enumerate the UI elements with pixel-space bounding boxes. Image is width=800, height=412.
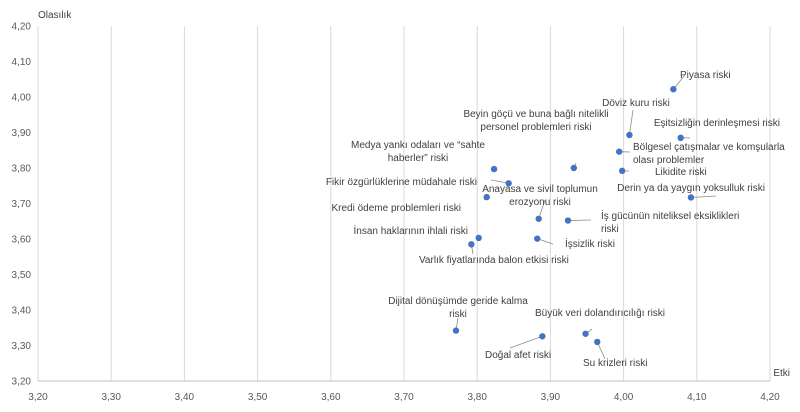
- data-label: Dijital dönüşümde geride kalma riski: [388, 296, 528, 320]
- y-tick-label: 3,50: [12, 270, 32, 281]
- data-point: [468, 241, 475, 248]
- y-tick-label: 4,00: [12, 93, 32, 104]
- data-label: Medya yankı odaları ve “sahte haberler” r…: [351, 140, 485, 164]
- x-axis-title: Etki: [773, 368, 790, 379]
- data-label: Eşitsizliğin derinleşmesi riski: [654, 118, 780, 129]
- data-label: Varlık fiyatlarında balon etkisi riski: [419, 255, 569, 266]
- data-label: İş gücünün niteliksel eksiklikleri riski: [601, 209, 739, 235]
- data-label: Bölgesel çatışmalar ve komşularla olası p…: [633, 142, 785, 166]
- x-tick-label: 3,50: [248, 392, 268, 403]
- data-label: Beyin göçü ve buna bağlı nitelikli person…: [463, 109, 608, 133]
- x-tick-label: 3,20: [28, 392, 48, 403]
- y-tick-label: 4,20: [12, 22, 32, 33]
- x-tick-label: 3,70: [394, 392, 414, 403]
- data-label: Fikir özgürlüklerine müdahale riski: [326, 177, 477, 188]
- leader-line: [690, 195, 717, 198]
- data-label: Döviz kuru riski: [602, 98, 670, 109]
- data-point: [618, 167, 626, 175]
- data-point: [594, 338, 601, 346]
- data-points: [452, 85, 695, 346]
- data-point: [452, 327, 460, 334]
- y-tick-label: 3,60: [12, 235, 32, 246]
- x-tick-labels: 3,20 3,30 3,40 3,50 3,60 3,70 3,80 3,90 4,00 4,10…: [28, 392, 780, 403]
- data-label: Kredi ödeme problemleri riski: [332, 203, 462, 214]
- data-point: [687, 194, 695, 201]
- x-tick-label: 4,20: [760, 392, 780, 403]
- leader-line: [538, 199, 546, 219]
- data-label: İnsan haklarının ihlali riski: [354, 224, 469, 237]
- x-tick-label: 3,80: [467, 392, 487, 403]
- data-point: [582, 330, 589, 337]
- x-tick-label: 4,10: [687, 392, 707, 403]
- leader-line: [509, 335, 543, 349]
- data-point: [539, 333, 546, 340]
- y-tick-label: 3,30: [12, 341, 32, 352]
- leader-line: [629, 109, 634, 136]
- y-axis-title: Olasılık: [38, 10, 72, 21]
- data-point: [670, 85, 677, 93]
- grid-lines: [37, 26, 771, 381]
- data-label: Büyük veri dolandırıcılığı riski: [535, 308, 665, 319]
- data-point: [483, 193, 490, 201]
- data-point: [505, 180, 512, 187]
- y-tick-label: 3,40: [12, 306, 32, 317]
- y-tick-label: 3,70: [12, 199, 32, 210]
- y-tick-label: 3,90: [12, 128, 32, 139]
- data-label: Derin ya da yaygın yoksulluk riski: [617, 183, 765, 194]
- x-tick-label: 3,60: [321, 392, 341, 403]
- data-label: İşsizlik riski: [565, 237, 615, 250]
- data-labels: Piyasa riski Döviz kuru riski Eşitsizliğin…: [326, 70, 785, 369]
- data-point: [475, 234, 482, 242]
- y-tick-label: 3,80: [12, 164, 32, 175]
- y-tick-labels: 3,20 3,30 3,40 3,50 3,60 3,70 3,80 3,90 4,00 4,10…: [12, 22, 32, 388]
- x-tick-label: 3,90: [541, 392, 561, 403]
- x-tick-label: 3,40: [175, 392, 195, 403]
- data-point: [677, 134, 684, 142]
- data-point: [626, 131, 633, 139]
- data-point: [616, 148, 623, 155]
- data-point: [570, 164, 578, 172]
- data-label: Likidite riski: [655, 167, 707, 178]
- data-point: [564, 217, 572, 224]
- data-label: Piyasa riski: [680, 70, 731, 81]
- data-label: Su krizleri riski: [583, 358, 647, 369]
- data-label: Anayasa ve sivil toplumun erozyonu riski: [482, 184, 598, 208]
- data-point: [490, 165, 498, 173]
- leader-line: [567, 219, 592, 221]
- x-tick-label: 4,00: [614, 392, 634, 403]
- data-label: Doğal afet riski: [485, 350, 551, 361]
- x-tick-label: 3,30: [101, 392, 121, 403]
- data-point: [534, 235, 541, 242]
- y-tick-label: 3,20: [12, 377, 32, 388]
- data-point: [535, 215, 542, 222]
- y-tick-label: 4,10: [12, 57, 32, 68]
